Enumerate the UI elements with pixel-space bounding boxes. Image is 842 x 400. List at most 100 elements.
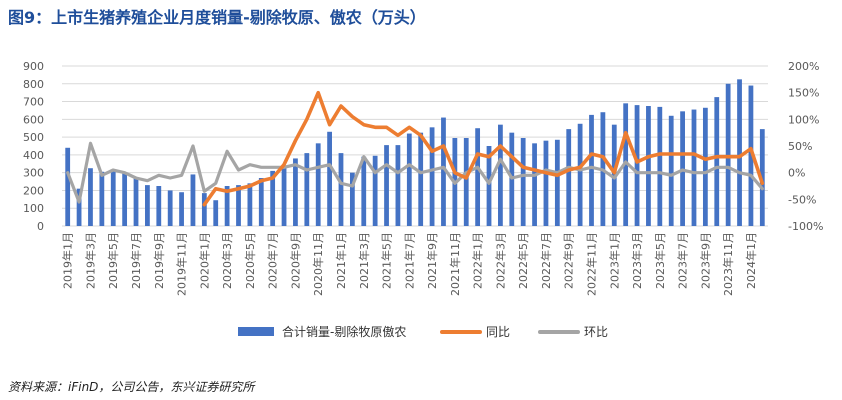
bar (532, 143, 537, 226)
bar (327, 131, 332, 226)
x-axis-tick-label: 2021年1月 (334, 232, 348, 289)
bar (76, 188, 82, 226)
x-axis-tick-label: 2020年3月 (220, 232, 234, 289)
bar (315, 143, 321, 226)
x-axis-tick-label: 2020年7月 (266, 232, 280, 289)
x-axis-tick-label: 2021年11月 (448, 232, 462, 296)
bar (759, 129, 765, 226)
x-axis-tick-label: 2022年9月 (562, 232, 576, 289)
left-axis-tick-label: 800 (23, 78, 44, 91)
bar (361, 156, 367, 226)
x-axis-tick-label: 2023年7月 (676, 232, 690, 289)
legend-label: 合计销量-剔除牧原傲农 (282, 324, 406, 339)
bar (589, 114, 594, 226)
left-axis-tick-label: 0 (37, 220, 44, 233)
chart-title: 图9：上市生猪养殖企业月度销量-剔除牧原、傲农（万头） (8, 8, 426, 27)
bar (190, 174, 196, 226)
x-axis-tick-label: 2021年7月 (402, 232, 416, 289)
bar (99, 171, 105, 226)
x-axis-tick-label: 2021年9月 (425, 232, 439, 289)
bar (236, 185, 241, 226)
bar (258, 178, 264, 226)
x-axis-tick-label: 2023年1月 (607, 232, 621, 289)
legend: 合计销量-剔除牧原傲农 同比 环比 (238, 324, 608, 339)
x-axis-tick-label: 2021年3月 (357, 232, 371, 289)
bar (122, 172, 128, 226)
bar (247, 183, 253, 226)
right-axis-tick-label: -100% (788, 220, 823, 233)
right-axis-tick-label: 0% (788, 167, 805, 180)
x-axis-tick-label: 2019年3月 (83, 232, 97, 289)
left-axis-tick-label: 900 (23, 60, 44, 73)
bar (145, 185, 150, 226)
x-axis-tick-label: 2019年9月 (152, 232, 166, 289)
bar (486, 146, 492, 226)
right-axis-tick-label: 200% (788, 60, 819, 73)
bar-series (65, 79, 765, 227)
bar (520, 138, 526, 226)
x-axis-tick-label: 2022年1月 (471, 232, 485, 289)
bar (668, 115, 674, 226)
bar (270, 170, 276, 226)
left-axis-tick-label: 500 (23, 131, 44, 144)
bar (566, 129, 572, 226)
x-axis-tick-label: 2019年5月 (106, 232, 120, 289)
right-axis-tick-label: 150% (788, 87, 819, 100)
bar (418, 132, 424, 226)
bar (338, 153, 344, 226)
x-axis-tick-label: 2023年5月 (653, 232, 667, 289)
bar (429, 127, 435, 226)
x-axis-tick-label: 2019年11月 (175, 232, 189, 296)
right-axis-tick-label: -50% (788, 193, 816, 206)
line-series (66, 90, 765, 207)
legend-label: 同比 (486, 325, 510, 339)
bar (213, 200, 219, 226)
left-axis-tick-label: 600 (23, 113, 44, 126)
bar (714, 97, 720, 226)
left-axis-tick-label: 700 (23, 96, 44, 109)
bar (156, 186, 162, 226)
bar (634, 105, 640, 226)
left-axis-tick-label: 200 (23, 184, 44, 197)
bar (179, 192, 184, 226)
bar (748, 85, 754, 226)
left-axis-tick-label: 100 (23, 202, 44, 215)
x-axis-tick-label: 2023年11月 (721, 232, 735, 296)
left-axis-tick-label: 300 (23, 167, 44, 180)
bar (349, 172, 355, 226)
bar (577, 123, 583, 226)
x-axis-tick-label: 2019年1月 (61, 232, 75, 289)
bar (475, 128, 481, 226)
bar (463, 138, 469, 226)
legend-label: 环比 (584, 325, 608, 339)
bar (737, 79, 742, 226)
bar (498, 124, 503, 226)
x-axis-tick-label: 2020年1月 (197, 232, 211, 289)
right-axis-tick-label: 100% (788, 113, 819, 126)
bar (201, 193, 207, 226)
bar (725, 83, 731, 227)
bar (554, 139, 560, 226)
x-axis-tick-label: 2020年5月 (243, 232, 257, 289)
bar (133, 178, 139, 226)
x-axis-ticks: 2019年1月 2019年3月 2019年5月 2019年7月 2019年9月 2019年… (61, 232, 758, 296)
bar (65, 147, 71, 226)
bar (691, 109, 697, 226)
bar (395, 145, 401, 226)
bar (372, 155, 378, 226)
bar (167, 190, 173, 226)
x-axis-tick-label: 2022年3月 (493, 232, 507, 289)
x-axis-tick-label: 2022年7月 (539, 232, 553, 289)
bar (224, 186, 230, 226)
bar (543, 140, 549, 226)
x-axis-tick-label: 2020年9月 (288, 232, 302, 289)
left-axis-ticks: 0 100 200 300 400 500 600 700 800 900 (23, 60, 44, 233)
mom-line (66, 141, 764, 204)
yoy-line (202, 90, 765, 207)
x-axis-tick-label: 2021年5月 (380, 232, 394, 289)
x-axis-tick-label: 2023年3月 (630, 232, 644, 289)
bar (110, 170, 116, 226)
bar (384, 145, 389, 226)
bar (406, 133, 412, 226)
